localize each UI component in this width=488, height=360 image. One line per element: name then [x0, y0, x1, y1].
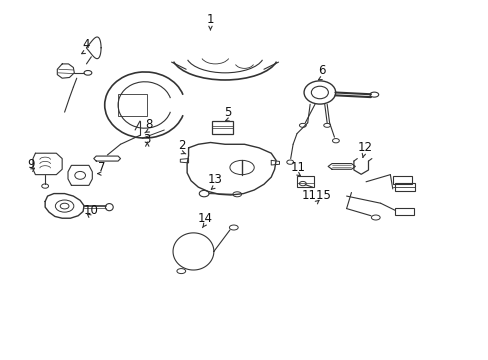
- Bar: [394, 183, 414, 191]
- Text: 7: 7: [98, 161, 105, 174]
- Text: 5: 5: [224, 106, 231, 119]
- Text: 6: 6: [318, 64, 325, 77]
- Text: 10: 10: [84, 204, 99, 217]
- Bar: [392, 176, 411, 184]
- Bar: [211, 121, 233, 134]
- Bar: [296, 176, 313, 187]
- Text: 2: 2: [178, 139, 185, 152]
- Bar: [118, 94, 147, 116]
- Text: 8: 8: [145, 118, 152, 131]
- Bar: [394, 208, 413, 215]
- Text: 12: 12: [357, 141, 372, 154]
- Text: 11: 11: [290, 161, 305, 174]
- Text: 1115: 1115: [301, 189, 331, 202]
- Text: 3: 3: [143, 133, 151, 146]
- Text: 9: 9: [27, 158, 34, 171]
- Text: 4: 4: [82, 38, 90, 51]
- Text: 14: 14: [198, 212, 213, 225]
- Text: 13: 13: [207, 174, 223, 186]
- Text: 1: 1: [206, 13, 214, 26]
